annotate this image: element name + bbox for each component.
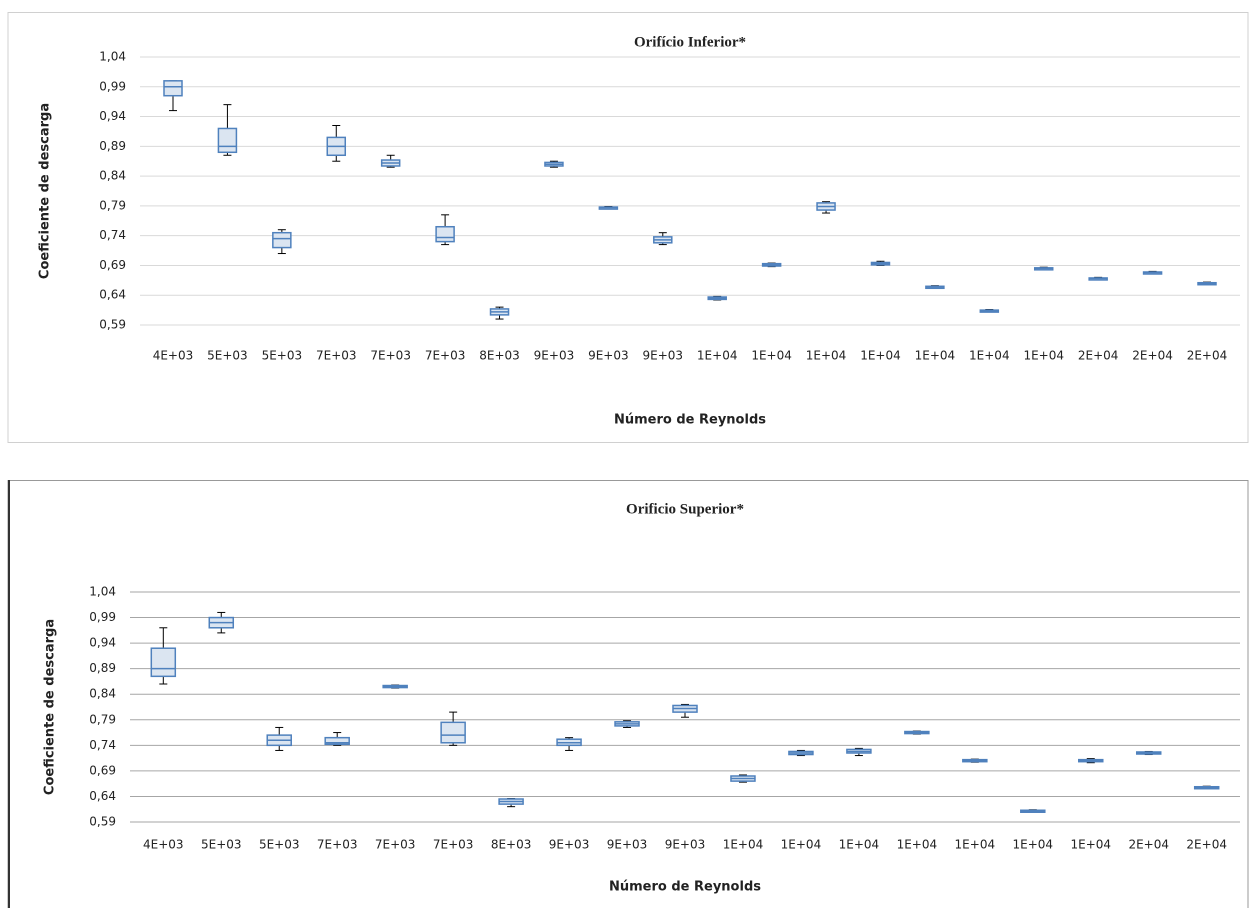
- y-tick-label: 0,64: [99, 288, 126, 302]
- x-tick-label: 2E+04: [1128, 838, 1169, 852]
- y-tick-label: 0,74: [89, 738, 116, 752]
- y-tick-label: 0,59: [99, 318, 126, 332]
- x-tick-label: 1E+04: [915, 349, 956, 363]
- y-tick-label: 0,69: [89, 763, 116, 777]
- y-axis-label: Coeficiente de descarga: [43, 619, 58, 795]
- x-tick-label: 1E+04: [969, 349, 1010, 363]
- x-tick-label: 1E+04: [781, 838, 822, 852]
- x-tick-label: 1E+04: [751, 349, 792, 363]
- x-tick-label: 2E+04: [1078, 349, 1119, 363]
- x-tick-label: 8E+03: [491, 838, 532, 852]
- y-tick-label: 0,89: [89, 661, 116, 675]
- x-tick-label: 5E+03: [207, 349, 248, 363]
- box: [150, 647, 177, 678]
- x-tick-label: 1E+04: [839, 838, 880, 852]
- x-tick-label: 7E+03: [370, 349, 411, 363]
- box: [435, 225, 455, 243]
- x-tick-label: 9E+03: [534, 349, 575, 363]
- x-tick-label: 1E+04: [697, 349, 738, 363]
- x-tick-label: 9E+03: [549, 838, 590, 852]
- chart: Orificio Superior* Número de Reynolds Coef…: [7, 480, 1249, 908]
- x-tick-label: 7E+03: [316, 349, 357, 363]
- y-tick-label: 0,79: [89, 712, 116, 726]
- x-tick-label: 1E+04: [1013, 838, 1054, 852]
- x-tick-label: 9E+03: [607, 838, 648, 852]
- x-tick-label: 8E+03: [479, 349, 520, 363]
- y-tick-label: 0,99: [89, 610, 116, 624]
- x-tick-label: 4E+03: [143, 838, 184, 852]
- x-tick-label: 5E+03: [259, 838, 300, 852]
- box: [163, 80, 183, 97]
- x-tick-label: 1E+04: [1023, 349, 1064, 363]
- y-tick-label: 0,89: [99, 139, 126, 153]
- y-tick-label: 0,74: [99, 228, 126, 242]
- x-tick-label: 2E+04: [1187, 349, 1228, 363]
- x-tick-label: 2E+04: [1132, 349, 1173, 363]
- x-tick-label: 1E+04: [897, 838, 938, 852]
- y-axis-label: Coeficiente de descarga: [38, 103, 53, 279]
- y-tick-label: 0,94: [99, 109, 126, 123]
- y-tick-label: 1,04: [89, 585, 116, 599]
- x-tick-label: 1E+04: [1070, 838, 1111, 852]
- x-tick-label: 5E+03: [201, 838, 242, 852]
- x-tick-label: 7E+03: [425, 349, 466, 363]
- box: [440, 721, 466, 744]
- y-tick-label: 1,04: [99, 50, 126, 64]
- chart-frame: [7, 12, 1249, 443]
- x-tick-label: 1E+04: [806, 349, 847, 363]
- x-tick-label: 1E+04: [955, 838, 996, 852]
- box: [272, 231, 292, 249]
- x-tick-label: 7E+03: [375, 838, 416, 852]
- x-tick-label: 7E+03: [433, 838, 474, 852]
- y-tick-label: 0,84: [89, 687, 116, 701]
- chart-title: Orificio Superior*: [626, 501, 744, 517]
- x-tick-label: 1E+04: [860, 349, 901, 363]
- y-tick-label: 0,94: [89, 636, 116, 650]
- y-tick-label: 0,69: [99, 258, 126, 272]
- box: [324, 736, 350, 746]
- x-tick-label: 9E+03: [588, 349, 629, 363]
- x-tick-label: 4E+03: [153, 349, 194, 363]
- y-tick-label: 0,84: [99, 169, 126, 183]
- y-tick-label: 0,79: [99, 198, 126, 212]
- x-tick-label: 9E+03: [643, 349, 684, 363]
- x-tick-label: 5E+03: [262, 349, 303, 363]
- x-tick-label: 7E+03: [317, 838, 358, 852]
- x-tick-label: 2E+04: [1186, 838, 1227, 852]
- x-tick-label: 1E+04: [723, 838, 764, 852]
- x-tick-label: 9E+03: [665, 838, 706, 852]
- y-tick-label: 0,64: [89, 789, 116, 803]
- x-axis-label: Número de Reynolds: [614, 413, 766, 428]
- y-tick-label: 0,59: [89, 815, 116, 829]
- y-tick-label: 0,99: [99, 79, 126, 93]
- x-axis-label: Número de Reynolds: [609, 880, 761, 895]
- chart-title: Orifício Inferior*: [634, 34, 746, 50]
- box: [217, 127, 238, 154]
- chart: Orifício Inferior* Número de Reynolds Coef…: [7, 12, 1249, 443]
